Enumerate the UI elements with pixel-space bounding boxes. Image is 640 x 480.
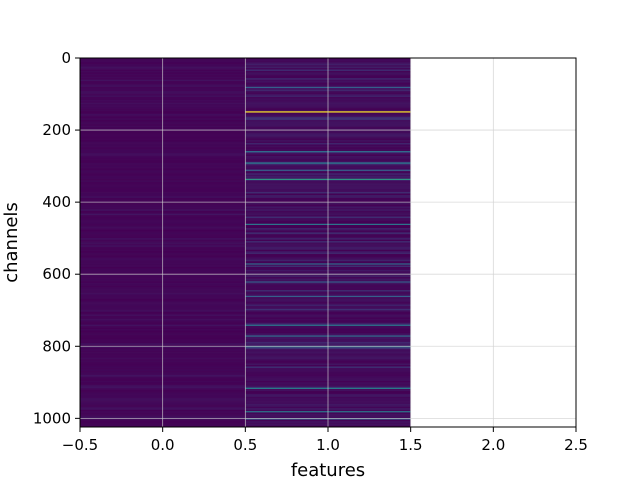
x-axis-ticks: −0.5 0.0 0.5 1.0 1.5 2.0 2.5 bbox=[62, 427, 588, 454]
x-tick-label: −0.5 bbox=[62, 436, 98, 454]
x-tick-label: 2.0 bbox=[481, 436, 505, 454]
x-tick-label: 0.0 bbox=[151, 436, 175, 454]
y-axis-ticks: 0 200 400 600 800 1000 bbox=[33, 49, 80, 427]
x-tick-label: 2.5 bbox=[564, 436, 588, 454]
y-tick-label: 400 bbox=[42, 193, 71, 211]
y-tick-label: 0 bbox=[61, 49, 71, 67]
y-tick-label: 1000 bbox=[33, 409, 71, 427]
x-tick-label: 0.5 bbox=[233, 436, 257, 454]
y-tick-label: 200 bbox=[42, 121, 71, 139]
x-axis-label: features bbox=[291, 460, 365, 480]
y-axis-label: channels bbox=[1, 202, 22, 283]
y-tick-label: 600 bbox=[42, 265, 71, 283]
y-tick-label: 800 bbox=[42, 337, 71, 355]
x-tick-label: 1.5 bbox=[399, 436, 423, 454]
x-tick-label: 1.0 bbox=[316, 436, 340, 454]
